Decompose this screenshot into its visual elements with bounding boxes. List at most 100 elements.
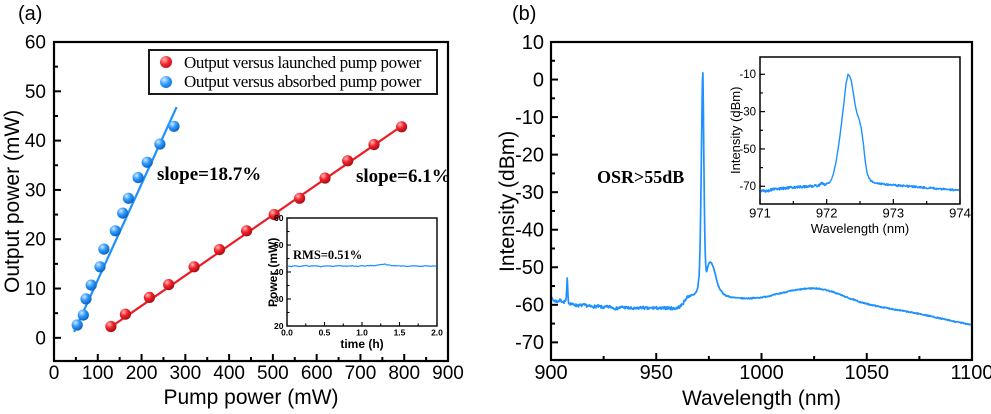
data-point-red	[105, 320, 117, 333]
a_main-x-tick-label: 800	[388, 363, 420, 384]
a_main-x-tick-label: 100	[82, 363, 114, 384]
legend-item-absorbed: Output versus absorbed pump power	[160, 73, 436, 90]
b_inset-y-tick-label: -70	[739, 181, 756, 193]
b_inset-x-tick-label: 974	[949, 206, 971, 221]
panel-b-label: (b)	[512, 3, 537, 25]
legend-item-launched: Output versus launched pump power	[160, 54, 436, 71]
a_main-y-tick-label: 40	[25, 131, 46, 152]
spectrum-inset-x-axis-title: Wavelength (nm)	[810, 221, 910, 236]
data-point-red	[268, 209, 280, 221]
b_inset-trace	[761, 73, 959, 193]
a_inset-y-tick-label: 40	[274, 267, 284, 277]
a_main-y-tick-label: 30	[25, 180, 46, 201]
data-point-red	[188, 261, 200, 273]
a_main-y-tick-label: 20	[25, 230, 46, 251]
data-point-blue	[154, 138, 166, 150]
b_main-x-tick-label: 1000	[739, 362, 784, 384]
b_inset-y-tick-label: -30	[739, 107, 756, 119]
data-point-blue	[98, 243, 110, 255]
slope-annotation-launched: slope=6.1%	[356, 166, 451, 187]
a_main-x-tick-label: 200	[126, 363, 158, 384]
b_main-trace	[552, 72, 971, 326]
data-point-red	[396, 121, 408, 133]
a_main-x-tick-label: 600	[301, 363, 333, 384]
data-point-red	[368, 139, 380, 151]
a_inset-x-tick-label: 0.5	[319, 328, 331, 338]
panel-a-label: (a)	[18, 3, 43, 25]
b_inset-x-tick-label: 973	[882, 206, 904, 221]
data-point-red	[294, 192, 306, 204]
data-point-blue	[109, 225, 121, 237]
data-point-blue	[168, 120, 180, 132]
data-point-red	[213, 244, 226, 256]
red-ball-marker-icon	[160, 56, 172, 69]
b_main-y-tick-label: 10	[522, 32, 544, 54]
slope-annotation-absorbed: slope=18.7%	[157, 164, 262, 185]
b_main-x-tick-label: 950	[640, 362, 673, 384]
a_main-y-tick-label: 60	[25, 32, 46, 53]
b_inset-x-tick-label: 972	[816, 206, 838, 221]
panel-b-x-axis-title: Wavelength (nm)	[681, 387, 842, 410]
panel-b-y-axis-title: Intensity (dBm)	[496, 130, 519, 272]
b_inset-x-tick-label: 971	[749, 206, 771, 221]
a_main-x-tick-label: 500	[257, 363, 289, 384]
legend-label-launched: Output versus launched pump power	[184, 52, 422, 72]
a_main-x-tick-label: 400	[213, 363, 245, 384]
data-point-red	[342, 155, 354, 167]
a_inset-y-tick-label: 50	[274, 240, 284, 250]
spectrum-inset-y-axis-title: Intensity (dBm)	[728, 86, 743, 175]
b_inset-y-tick-label: -50	[739, 144, 756, 156]
b_main-y-tick-label: -60	[515, 295, 544, 317]
data-point-blue	[80, 293, 92, 305]
data-point-blue	[94, 261, 106, 273]
data-point-red	[119, 308, 131, 320]
b_main-y-tick-label: -70	[515, 332, 544, 354]
panel-a-x-axis-title: Pump power (mW)	[163, 386, 339, 409]
a_main-y-tick-label: 50	[25, 82, 46, 103]
b_inset-frame	[759, 56, 961, 205]
b_main-x-tick-label: 1100	[950, 362, 991, 384]
osr-annotation: OSR>55dB	[597, 167, 685, 187]
data-point-blue	[141, 156, 153, 168]
b_main-x-tick-label: 900	[534, 362, 567, 384]
a_inset-y-tick-label: 60	[274, 213, 284, 223]
a_main-x-tick-label: 300	[169, 363, 201, 384]
data-point-red	[163, 279, 175, 291]
a_main-x-tick-label: 700	[345, 363, 377, 384]
b_main-y-tick-label: -50	[515, 257, 544, 279]
data-point-blue	[77, 309, 89, 321]
b_main-y-tick-label: 0	[533, 69, 544, 91]
legend-label-absorbed: Output versus absorbed pump power	[184, 72, 422, 92]
a_main-y-tick-label: 10	[25, 279, 46, 300]
data-point-red	[143, 291, 155, 303]
data-point-red	[241, 225, 253, 237]
b_main-x-tick-label: 1050	[845, 362, 890, 384]
data-point-blue	[85, 279, 97, 291]
stability-inset-x-axis-title: time (h)	[340, 337, 384, 351]
b_main-y-tick-label: -30	[515, 182, 544, 204]
a_main-fit-line-red	[106, 123, 405, 331]
b_main-y-tick-label: -20	[515, 144, 544, 166]
a_main-x-tick-label: 0	[49, 363, 60, 384]
a_main-x-tick-label: 900	[432, 363, 464, 384]
a_inset-trace	[288, 263, 436, 268]
a_inset-x-tick-label: 0.0	[281, 328, 293, 338]
a_main-y-tick-label: 0	[35, 328, 46, 349]
legend: Output versus launched pump power Output…	[148, 49, 438, 95]
a_inset-y-tick-label: 30	[274, 294, 284, 304]
b_main-y-tick-label: -10	[515, 107, 544, 129]
data-point-red	[319, 172, 331, 184]
stability-inset-y-axis-title: Power (mW)	[266, 237, 280, 307]
a_inset-x-tick-label: 2.0	[431, 328, 443, 338]
b_inset-y-tick-label: -10	[739, 69, 756, 81]
a_inset-y-tick-label: 20	[274, 321, 284, 331]
a_inset-frame	[286, 217, 438, 327]
panel-a-y-axis-title: Output power (mW)	[1, 109, 24, 294]
data-point-blue	[132, 172, 144, 184]
b_main-y-tick-label: -40	[515, 220, 544, 242]
rms-annotation: RMS=0.51%	[293, 248, 363, 262]
data-point-blue	[71, 319, 83, 331]
a_inset-x-tick-label: 1.0	[356, 328, 368, 338]
